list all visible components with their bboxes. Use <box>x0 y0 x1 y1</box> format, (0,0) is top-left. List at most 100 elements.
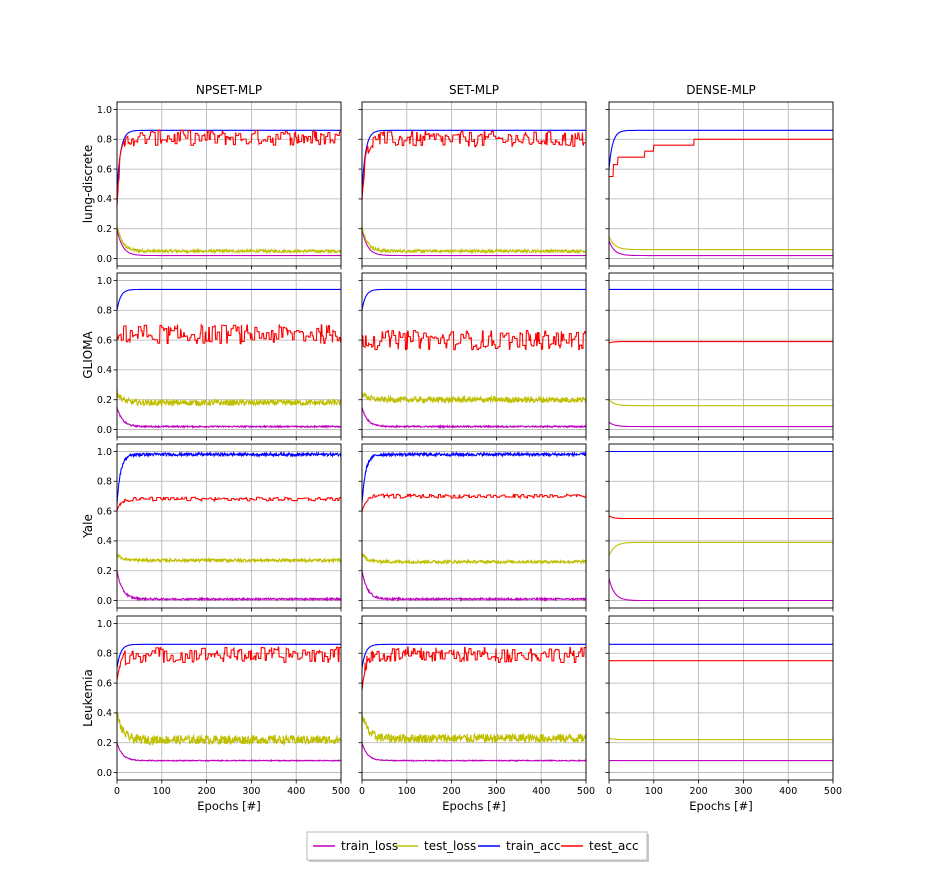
ytick-label: 0.6 <box>97 164 112 175</box>
panel-frame <box>608 443 834 609</box>
panel-2-0: 0.0 0.2 0.4 0.6 0.8 1.0 <box>97 443 342 612</box>
xtick-label: 200 <box>443 786 461 797</box>
xtick-label: 400 <box>287 786 305 797</box>
series-test-loss <box>117 711 341 747</box>
xtick-label: 500 <box>577 786 595 797</box>
legend-label-test-loss: test_loss <box>424 839 476 853</box>
series-train-loss <box>362 742 586 763</box>
legend-label-train-loss: train_loss <box>341 839 398 853</box>
series-test-loss <box>362 713 586 745</box>
x-axis-label: Epochs [#] <box>689 799 752 813</box>
ytick-label: 0.0 <box>97 768 112 779</box>
series-test-acc <box>362 646 586 691</box>
ytick-label: 0.4 <box>97 536 112 547</box>
ytick-label: 0.0 <box>97 254 112 265</box>
series-test-loss <box>609 737 833 741</box>
series-test-loss <box>117 225 341 255</box>
series-train-loss <box>117 570 341 602</box>
ytick-label: 0.8 <box>97 477 112 488</box>
panel-3-1: 0 100 200 300 400 500 Epochs [#] <box>358 615 595 813</box>
panel-3-0: 0.0 0.2 0.4 0.6 0.8 1.0 0 100 200 300 400 500 Epochs… <box>97 615 350 813</box>
ytick-label: 1.0 <box>97 619 112 630</box>
xtick-label: 0 <box>114 786 120 797</box>
series-test-acc <box>117 495 341 512</box>
series-train-loss <box>117 406 341 429</box>
series-train-loss <box>609 421 833 428</box>
ytick-label: 0.4 <box>97 708 112 719</box>
ytick-label: 0.8 <box>97 649 112 660</box>
ytick-label: 0.4 <box>97 194 112 205</box>
panel-1-1 <box>358 272 587 441</box>
series-test-loss <box>362 553 586 566</box>
series-test-loss <box>609 236 833 251</box>
ytick-label: 0.8 <box>97 306 112 317</box>
ytick-label: 0.2 <box>97 395 112 406</box>
series-test-acc <box>362 492 586 512</box>
panel-frame <box>361 443 587 609</box>
ytick-label: 0.6 <box>97 678 112 689</box>
panel-frame <box>608 101 834 267</box>
panel-0-2 <box>605 101 834 270</box>
ytick-label: 1.0 <box>97 447 112 458</box>
xtick-label: 0 <box>606 786 612 797</box>
xtick-label: 200 <box>198 786 216 797</box>
legend: train_loss test_loss train_acc test_acc <box>306 831 649 862</box>
column-title-2: DENSE-MLP <box>686 83 756 97</box>
panel-0-0: 0.0 0.2 0.4 0.6 0.8 1.0 <box>97 101 342 270</box>
xtick-label: 300 <box>242 786 260 797</box>
column-title-0: NPSET-MLP <box>196 83 262 97</box>
series-train-loss <box>609 240 833 257</box>
series-train-loss <box>362 570 586 603</box>
panel-frame <box>361 101 587 267</box>
panel-frame <box>116 443 342 609</box>
ytick-label: 0.6 <box>97 506 112 517</box>
xtick-label: 500 <box>332 786 350 797</box>
panel-frame <box>608 272 834 438</box>
series-train-acc <box>117 129 341 192</box>
panel-frame <box>116 272 342 438</box>
panel-frame <box>116 615 342 781</box>
series-train-acc <box>117 450 341 505</box>
row-label-0: lung-discrete <box>81 145 95 223</box>
xtick-label: 300 <box>734 786 752 797</box>
x-axis-label: Epochs [#] <box>442 799 505 813</box>
panel-frame <box>116 101 342 267</box>
ytick-label: 0.4 <box>97 365 112 376</box>
ytick-label: 0.2 <box>97 224 112 235</box>
legend-box <box>306 831 648 861</box>
series-test-loss <box>117 553 341 564</box>
xtick-label: 100 <box>645 786 663 797</box>
legend-label-train-acc: train_acc <box>506 839 560 853</box>
panel-1-0: 0.0 0.2 0.4 0.6 0.8 1.0 <box>97 272 342 441</box>
series-test-loss <box>117 389 341 408</box>
series-test-acc <box>362 130 586 201</box>
series-train-acc <box>362 643 586 669</box>
series-test-acc <box>609 138 833 178</box>
row-label-3: Leukemia <box>81 669 95 727</box>
panel-1-2 <box>605 272 834 441</box>
series-test-loss <box>609 541 833 556</box>
panel-2-1 <box>358 443 587 612</box>
panel-0-1 <box>358 101 587 270</box>
series-test-acc <box>362 329 586 351</box>
series-train-loss <box>609 578 833 602</box>
series-train-acc <box>362 288 586 311</box>
ytick-label: 0.0 <box>97 596 112 607</box>
series-train-loss <box>362 228 586 257</box>
series-test-acc <box>117 646 341 681</box>
panel-frame <box>361 615 587 781</box>
panel-3-2: 0 100 200 300 400 500 Epochs [#] <box>605 615 842 813</box>
ytick-label: 0.0 <box>97 425 112 436</box>
row-label-2: Yale <box>81 514 95 539</box>
series-train-acc <box>362 129 586 192</box>
xtick-label: 500 <box>824 786 842 797</box>
xtick-label: 400 <box>779 786 797 797</box>
series-test-acc <box>609 341 833 344</box>
xtick-label: 100 <box>153 786 171 797</box>
ytick-label: 1.0 <box>97 105 112 116</box>
series-train-acc <box>362 450 586 503</box>
series-train-acc <box>609 129 833 170</box>
xtick-label: 300 <box>487 786 505 797</box>
series-test-loss <box>609 399 833 407</box>
